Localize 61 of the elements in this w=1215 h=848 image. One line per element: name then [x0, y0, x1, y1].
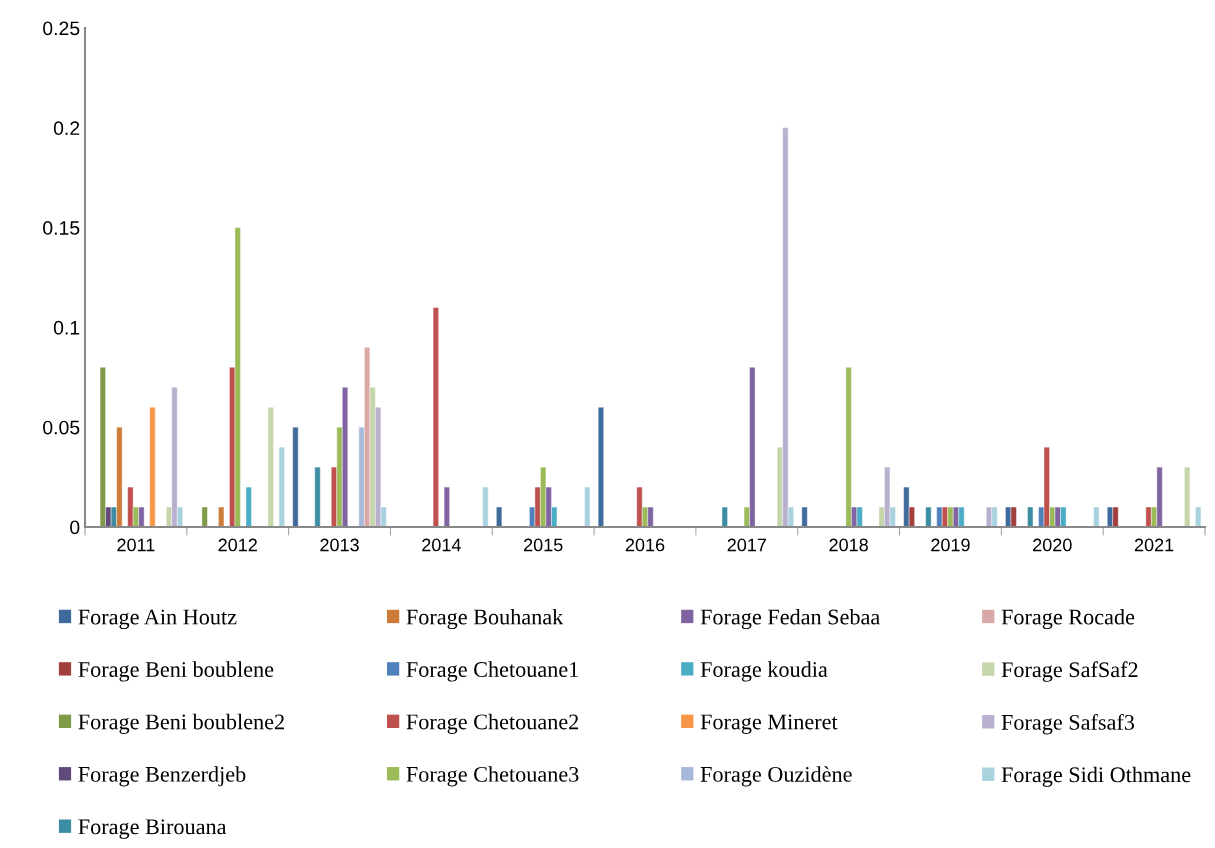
legend-label: Forage Fedan Sebaa	[700, 608, 880, 630]
legend-label: Forage Benzerdjeb	[78, 766, 246, 787]
legend-label: Forage Ouzidène	[700, 766, 852, 787]
bar	[845, 367, 852, 527]
bar	[801, 506, 808, 527]
y-tick-label: 0.25	[43, 21, 80, 36]
bar	[149, 407, 156, 527]
y-tick-label: 0	[70, 520, 80, 535]
legend-label: Forage Beni boublene2	[78, 713, 284, 734]
bar	[267, 407, 274, 527]
bar	[127, 486, 134, 527]
legend-label: Forage Ain Houtz	[78, 609, 237, 630]
y-tick-label: 0.05	[43, 420, 80, 435]
bar	[432, 307, 439, 527]
bar	[443, 486, 450, 527]
x-tick-label: 2014	[422, 538, 461, 552]
x-tick-label: 2016	[625, 538, 665, 552]
legend-label: Forage Bouhanak	[406, 608, 564, 630]
bar	[201, 506, 208, 527]
bar	[314, 466, 321, 527]
bar	[1145, 506, 1152, 527]
legend-label: Forage SafSaf2	[1001, 661, 1138, 682]
legend-label: Forage Chetouane1	[406, 661, 578, 682]
legend-label: Forage koudia	[700, 661, 828, 682]
bar	[1093, 506, 1100, 527]
x-tick-label: 2018	[829, 538, 868, 552]
x-tick-label: 2020	[1033, 538, 1072, 552]
bar	[278, 446, 285, 527]
bar	[584, 486, 591, 527]
legend-label: Forage Safsaf3	[1001, 713, 1135, 735]
bar	[1184, 466, 1191, 527]
x-tick-label: 2011	[117, 538, 155, 552]
bar	[597, 407, 604, 527]
legend-label: Forage Beni boublene	[78, 661, 274, 682]
bar	[925, 506, 932, 527]
legend-label: Forage Chetouane2	[406, 713, 579, 734]
legend-label: Forage Mineret	[700, 714, 838, 734]
legend-label: Forage Birouana	[78, 819, 227, 839]
y-tick-label: 0.2	[53, 121, 80, 136]
bar	[721, 506, 728, 527]
legend-label: Forage Rocade	[1001, 608, 1135, 630]
x-tick-label: 2019	[931, 538, 970, 552]
x-tick-label: 2013	[320, 538, 359, 552]
bar	[496, 506, 503, 527]
bar	[1027, 506, 1034, 527]
x-tick-label: 2017	[727, 538, 766, 552]
legend-label: Forage Sidi Othmane	[1001, 766, 1191, 787]
x-tick-label: 2012	[218, 538, 257, 552]
bar	[245, 486, 252, 527]
y-tick-label: 0.1	[53, 320, 80, 335]
bar	[936, 506, 943, 527]
x-tick-label: 2021	[1134, 538, 1174, 552]
y-tick-label: 0.15	[43, 221, 80, 235]
bar	[1195, 506, 1202, 527]
x-tick-label: 2015	[524, 538, 563, 552]
bar	[99, 367, 106, 527]
bar	[292, 426, 299, 527]
bar	[636, 486, 643, 527]
bar	[218, 506, 225, 527]
bar	[482, 486, 489, 527]
legend-label: Forage Chetouane3	[406, 766, 579, 787]
